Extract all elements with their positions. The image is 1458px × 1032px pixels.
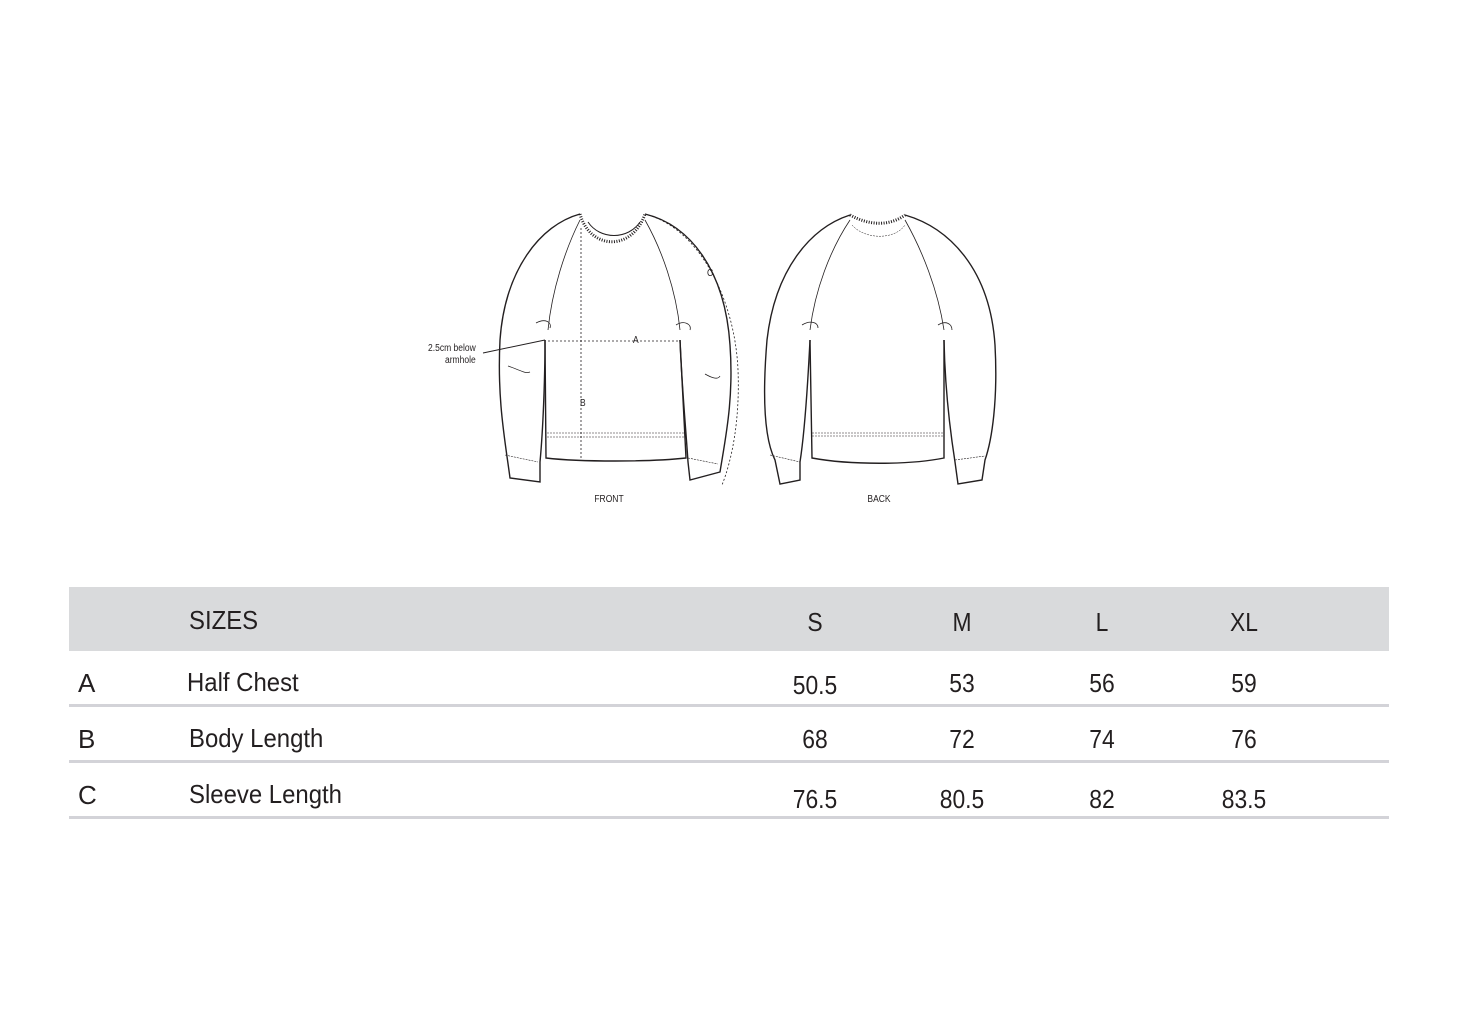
- row-label: Sleeve Length: [189, 779, 342, 809]
- back-view-drawing: [763, 213, 997, 485]
- row-key: A: [78, 668, 96, 698]
- row-divider: [69, 704, 1389, 707]
- header-size-m: M: [952, 607, 972, 637]
- row-divider: [69, 760, 1389, 763]
- row-label: Half Chest: [187, 667, 299, 697]
- row-value-m: 72: [949, 724, 975, 754]
- row-value-m: 53: [949, 668, 975, 698]
- header-size-s: S: [807, 607, 823, 637]
- row-value-s: 50.5: [792, 670, 838, 700]
- measure-c-label: C: [707, 268, 714, 279]
- row-value-l: 74: [1089, 724, 1115, 754]
- armhole-annotation-line1: 2.5cm below: [428, 343, 476, 354]
- front-view-label: FRONT: [594, 494, 624, 505]
- measure-a-label: A: [633, 335, 639, 346]
- row-value-s: 68: [802, 724, 828, 754]
- table-header-band: [69, 587, 1389, 651]
- measure-b-label: B: [580, 398, 586, 409]
- row-value-xl: 59: [1231, 668, 1257, 698]
- front-view-drawing: [482, 213, 739, 486]
- row-key: B: [78, 724, 96, 754]
- row-value-xl: 83.5: [1221, 784, 1267, 814]
- row-value-l: 56: [1089, 668, 1115, 698]
- header-size-xl: XL: [1230, 607, 1258, 637]
- back-view-label: BACK: [867, 494, 891, 505]
- header-sizes-label: SIZES: [189, 605, 259, 635]
- row-value-m: 80.5: [939, 784, 985, 814]
- row-key: C: [78, 780, 97, 810]
- armhole-annotation-line2: armhole: [445, 355, 476, 366]
- row-value-xl: 76: [1231, 724, 1257, 754]
- row-divider: [69, 816, 1389, 819]
- row-value-l: 82: [1089, 784, 1115, 814]
- header-size-l: L: [1095, 607, 1109, 637]
- row-value-s: 76.5: [792, 784, 838, 814]
- row-label: Body Length: [189, 723, 324, 753]
